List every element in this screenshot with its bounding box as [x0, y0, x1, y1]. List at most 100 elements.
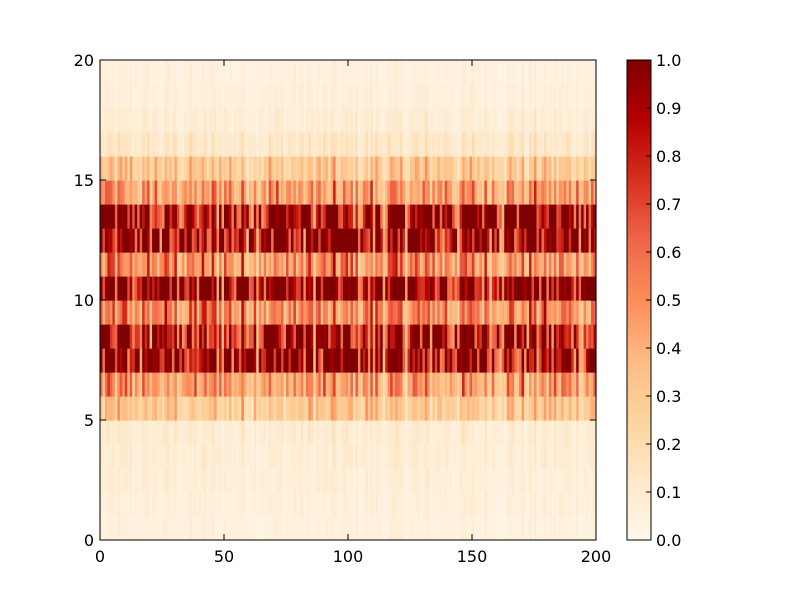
heatmap-cell [253, 180, 257, 205]
heatmap-cell [293, 348, 297, 373]
heatmap-cell [397, 252, 401, 277]
heatmap-cell [189, 180, 193, 205]
heatmap-cell [481, 276, 485, 301]
heatmap-cell [583, 132, 587, 157]
heatmap-cell [548, 84, 552, 109]
heatmap-cell [377, 252, 381, 277]
heatmap-cell [308, 132, 312, 157]
heatmap-cell [149, 60, 153, 85]
heatmap-cell [142, 156, 146, 181]
heatmap-cell [263, 372, 267, 397]
heatmap-cell [114, 228, 118, 253]
heatmap-cell [385, 180, 389, 205]
heatmap-cell [352, 204, 357, 229]
heatmap-cell [563, 324, 567, 349]
heatmap-cell [147, 132, 151, 157]
heatmap-cell [174, 420, 178, 445]
heatmap-cell [169, 60, 173, 85]
heatmap-cell [216, 156, 220, 181]
heatmap-cell [548, 516, 552, 541]
heatmap-cell [499, 348, 503, 373]
heatmap-cell [318, 348, 322, 373]
heatmap-cell [174, 348, 178, 373]
heatmap-cell [529, 516, 533, 541]
heatmap-cell [531, 108, 535, 133]
heatmap-cell [576, 324, 580, 349]
heatmap-cell [543, 396, 547, 421]
heatmap-cell [462, 396, 466, 421]
heatmap-cell [365, 396, 369, 421]
heatmap-cell [226, 84, 230, 109]
heatmap-cell [308, 348, 312, 373]
heatmap-cell [211, 492, 215, 517]
heatmap-cell [494, 516, 498, 541]
heatmap-cell [352, 132, 357, 157]
heatmap-cell [276, 516, 280, 541]
heatmap-cell [541, 444, 545, 469]
heatmap-cell [181, 300, 185, 325]
heatmap-cell [310, 300, 314, 325]
heatmap-cell [191, 108, 195, 133]
heatmap-cell [233, 324, 237, 349]
heatmap-cell [405, 156, 409, 181]
heatmap-cell [504, 396, 508, 421]
heatmap-cell [414, 60, 419, 85]
heatmap-cell [578, 324, 582, 349]
heatmap-cell [251, 60, 255, 85]
heatmap-cell [159, 300, 163, 325]
heatmap-cell [380, 132, 384, 157]
heatmap-cell [147, 204, 151, 229]
heatmap-cell [447, 180, 451, 205]
heatmap-cell [454, 420, 458, 445]
heatmap-cell [481, 84, 485, 109]
heatmap-cell [166, 348, 171, 373]
heatmap-cell [593, 60, 597, 85]
heatmap-cell [159, 444, 163, 469]
heatmap-cell [320, 372, 324, 397]
heatmap-cell [375, 252, 379, 277]
heatmap-cell [117, 180, 121, 205]
heatmap-cell [568, 180, 572, 205]
heatmap-cell [499, 468, 503, 493]
heatmap-cell [164, 228, 168, 253]
heatmap-cell [467, 204, 471, 229]
heatmap-cell [481, 156, 485, 181]
heatmap-cell [380, 492, 384, 517]
heatmap-cell [397, 420, 401, 445]
heatmap-cell [315, 516, 319, 541]
heatmap-cell [300, 420, 304, 445]
heatmap-cell [273, 420, 277, 445]
heatmap-cell [400, 156, 404, 181]
heatmap-cell [162, 324, 166, 349]
heatmap-cell [370, 420, 374, 445]
heatmap-cell [385, 252, 389, 277]
heatmap-cell [578, 132, 582, 157]
heatmap-cell [112, 372, 116, 397]
heatmap-cell [588, 252, 592, 277]
heatmap-cell [561, 204, 565, 229]
heatmap-cell [459, 300, 463, 325]
heatmap-cell [400, 276, 404, 301]
heatmap-cell [298, 420, 302, 445]
heatmap-cell [166, 300, 171, 325]
heatmap-cell [484, 300, 488, 325]
heatmap-cell [479, 276, 483, 301]
heatmap-cell [199, 372, 203, 397]
heatmap-cell [521, 276, 525, 301]
heatmap-cell [338, 156, 342, 181]
heatmap-cell [509, 108, 513, 133]
heatmap-cell [576, 468, 580, 493]
heatmap-cell [114, 420, 118, 445]
heatmap-cell [519, 204, 523, 229]
heatmap-cell [343, 372, 347, 397]
heatmap-cell [529, 372, 533, 397]
heatmap-cell [392, 444, 396, 469]
heatmap-cell [139, 348, 143, 373]
heatmap-cell [410, 228, 414, 253]
heatmap-cell [216, 372, 220, 397]
heatmap-cell [144, 516, 148, 541]
heatmap-cell [305, 276, 309, 301]
heatmap-cell [129, 300, 133, 325]
heatmap-cell [147, 324, 151, 349]
heatmap-cell [586, 492, 590, 517]
